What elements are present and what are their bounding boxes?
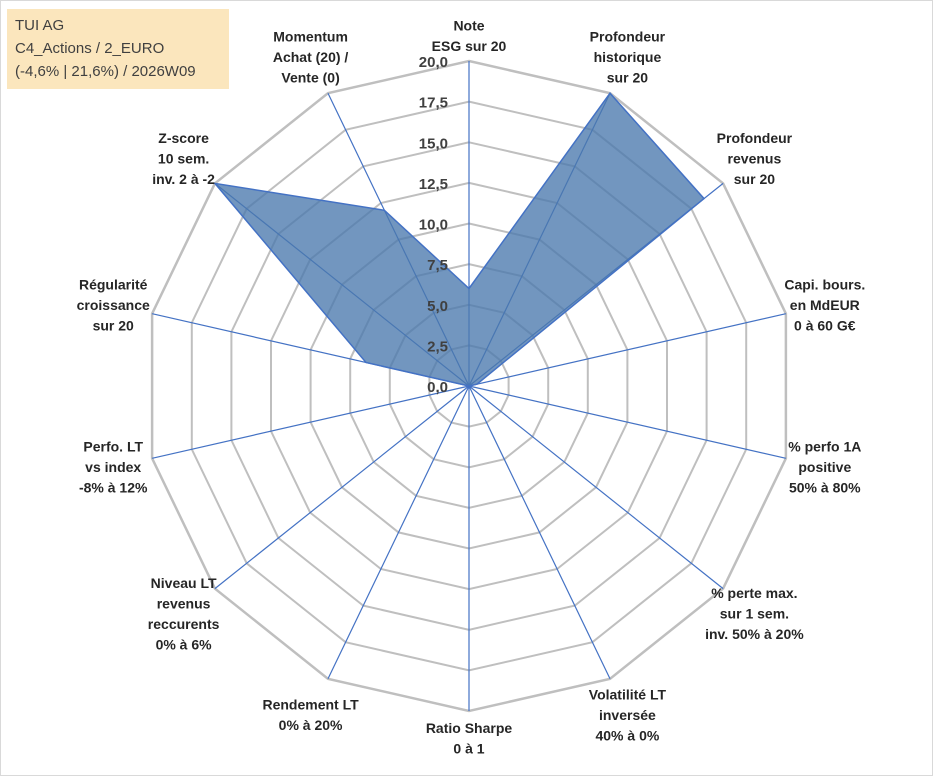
axis-spoke (468, 385, 724, 590)
axis-label: Ratio Sharpe 0 à 1 (426, 720, 513, 757)
company-name: TUI AG (15, 17, 65, 34)
axis-spoke (327, 385, 470, 680)
tick-label: 10,0 (419, 217, 448, 234)
radial-tick-labels: 0,0 2,5 5,0 7,5 10,0 12,5 15,0 17,5 20,0 (419, 54, 448, 396)
axis-label: Volatilité LT inversée 40% à 0% (589, 686, 667, 743)
axis-label: Capi. bours. en MdEUR 0 à 60 G€ (784, 276, 865, 333)
axis-spoke (214, 385, 470, 590)
range-week-label: (-4,6% | 21,6%) / 2026W09 (15, 63, 196, 80)
axis-label: Niveau LT revenus reccurents 0% à 6% (148, 575, 220, 653)
tick-label: 7,5 (427, 257, 448, 274)
tick-label: 2,5 (427, 338, 448, 355)
axis-label: % perfo 1A positive 50% à 80% (788, 439, 861, 496)
tick-label: 17,5 (419, 95, 448, 112)
axis-label: Profondeur revenus sur 20 (717, 130, 793, 187)
axis-label: % perte max. sur 1 sem. inv. 50% à 20% (705, 585, 804, 642)
series-area (213, 92, 706, 387)
axis-label: Rendement LT 0% à 20% (262, 697, 359, 734)
tick-label: 12,5 (419, 176, 448, 193)
category-label: C4_Actions / 2_EURO (15, 40, 165, 57)
axis-labels: Note ESG sur 20 Profondeur historique sur 20… (77, 18, 866, 757)
axis-label: Perfo. LT vs index -8% à 12% (79, 439, 148, 496)
axis-spoke (151, 385, 470, 459)
axis-spoke (468, 385, 787, 459)
tick-label: 0,0 (427, 379, 448, 396)
tick-label: 15,0 (419, 135, 448, 152)
radar-series (213, 92, 706, 387)
info-box: TUI AG C4_Actions / 2_EURO (-4,6% | 21,6… (7, 9, 229, 89)
axis-label: Note ESG sur 20 (432, 18, 507, 55)
axis-label: Profondeur historique sur 20 (590, 29, 666, 86)
axis-spoke (468, 313, 787, 387)
axis-label: Z-score 10 sem. inv. 2 à -2 (152, 130, 215, 187)
axis-label: Momentum Achat (20) / Vente (0) (273, 29, 349, 86)
tick-label: 20,0 (419, 54, 448, 71)
tick-label: 5,0 (427, 298, 448, 315)
axis-label: Régularité croissance sur 20 (77, 276, 150, 333)
axis-spoke (468, 385, 611, 680)
